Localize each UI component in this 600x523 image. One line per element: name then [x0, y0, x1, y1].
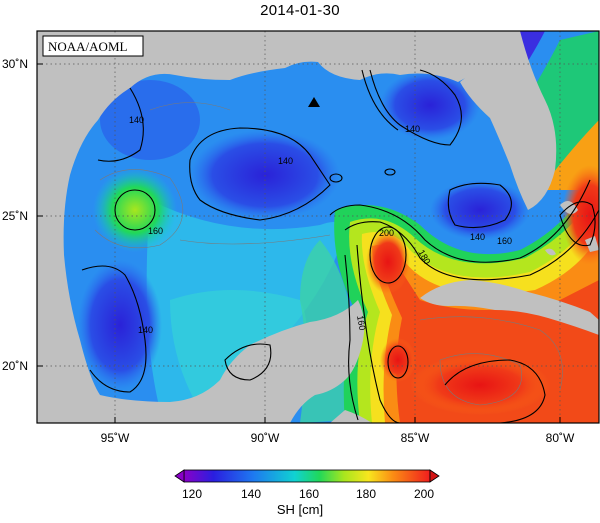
x-tick-label: 90˚W [251, 431, 280, 445]
watermark-box [42, 35, 144, 57]
land-usa-mexico [37, 31, 520, 395]
triangle-icon [308, 97, 320, 107]
map-title: 2014-01-30 [260, 2, 340, 19]
contour-label: 140 [405, 124, 420, 134]
x-tick-label: 95˚W [101, 431, 130, 445]
map-frame [36, 30, 600, 424]
land-florida [460, 31, 557, 210]
contour-label: 200 [379, 228, 394, 238]
minor-contours [94, 102, 563, 406]
contour-label: 140 [278, 156, 293, 166]
colorbar-min-arrow [174, 469, 185, 483]
x-tick-label: 80˚W [546, 431, 575, 445]
colorbar-label: SH [cm] [276, 502, 324, 517]
graticule [37, 31, 599, 423]
land-yucatan [37, 300, 365, 423]
y-tick-label: 20˚N [2, 359, 28, 373]
major-contours [81, 69, 599, 423]
contour-label: 140 [129, 115, 144, 125]
y-axis: 30˚N 25˚N 20˚N [2, 57, 43, 373]
x-axis: 95˚W 90˚W 85˚W 80˚W [101, 417, 575, 445]
colorbar-tick: 140 [241, 487, 261, 501]
land-cuba [420, 280, 599, 335]
colorbar-tick: 160 [299, 487, 319, 501]
contour-label: 160 [497, 236, 512, 246]
y-tick-label: 25˚N [2, 209, 28, 223]
y-tick-label: 30˚N [2, 57, 28, 71]
x-tick-label: 85˚W [401, 431, 430, 445]
contour-label: 160 [148, 226, 163, 236]
colorbar-tick: 200 [414, 487, 434, 501]
colorbar-max-arrow [429, 469, 440, 483]
colorbar-tick: 120 [182, 487, 202, 501]
contour-labels: 140 140 140 140 140 160 160 160 180 200 [129, 115, 512, 335]
contour-label: 140 [470, 232, 485, 242]
colorbar: 120 140 160 180 200 [174, 469, 440, 501]
watermark-text: NOAA/AOML [48, 39, 128, 54]
colorbar-tick: 180 [356, 487, 376, 501]
contour-label: 140 [138, 325, 153, 335]
contour-label: 160 [355, 315, 367, 332]
